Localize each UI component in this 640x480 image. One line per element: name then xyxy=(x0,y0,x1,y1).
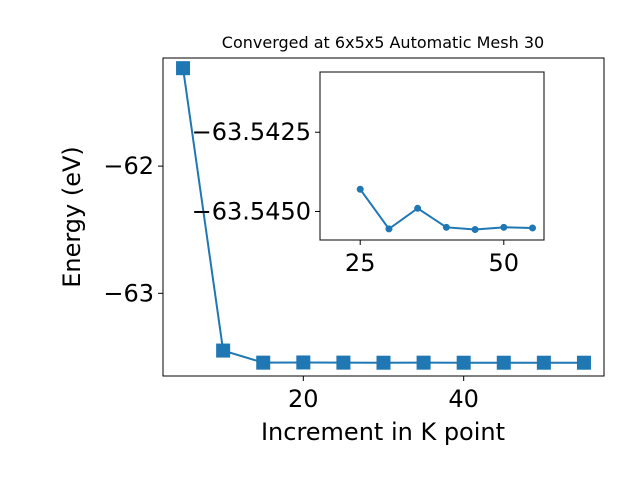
inset-point xyxy=(471,226,479,234)
inset-y-tick-label: −63.5450 xyxy=(192,197,311,225)
inset-plot: 25 50 −63.5450 −63.5425 xyxy=(192,71,545,277)
x-axis-label: Increment in K point xyxy=(261,418,505,446)
main-point xyxy=(176,61,191,76)
inset-y-tick-label: −63.5425 xyxy=(192,118,311,146)
inset-x-tick-label: 25 xyxy=(345,249,376,277)
main-point xyxy=(216,343,231,358)
main-plot: 20 40 −63 −62 xyxy=(103,57,605,413)
inset-point xyxy=(385,225,393,233)
inset-point xyxy=(500,223,508,231)
main-point xyxy=(496,355,511,370)
inset-plot-frame xyxy=(319,71,545,241)
main-point xyxy=(576,355,591,370)
inset-point xyxy=(442,223,450,231)
main-x-tick-label: 40 xyxy=(448,385,479,413)
main-y-tick-label: −63 xyxy=(103,279,154,307)
main-point xyxy=(416,355,431,370)
main-point xyxy=(256,355,271,370)
main-point xyxy=(456,355,471,370)
inset-x-tick-label: 50 xyxy=(489,249,520,277)
main-plot-frame xyxy=(162,57,605,377)
y-axis-label: Energy (eV) xyxy=(58,146,86,288)
main-point xyxy=(536,355,551,370)
main-point xyxy=(376,355,391,370)
main-point xyxy=(296,355,311,370)
chart-title: Converged at 6x5x5 Automatic Mesh 30 xyxy=(222,33,544,52)
main-point xyxy=(336,355,351,370)
inset-point xyxy=(529,224,537,232)
inset-point xyxy=(356,185,364,193)
main-y-tick-label: −62 xyxy=(103,152,154,180)
inset-point xyxy=(414,204,422,212)
main-x-tick-label: 20 xyxy=(288,385,319,413)
